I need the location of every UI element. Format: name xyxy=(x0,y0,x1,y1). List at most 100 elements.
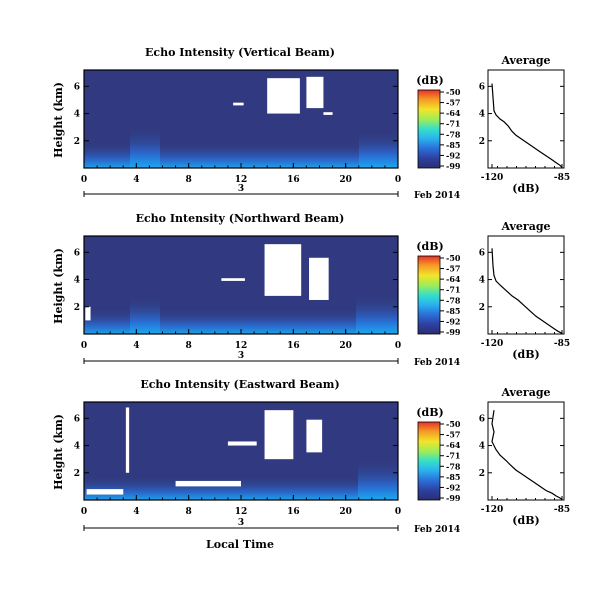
profile-y-tick-label: 2 xyxy=(479,303,485,313)
colorbar: (dB) -50-57-64-71-78-85-92-99 xyxy=(416,74,461,171)
colorbar-tick-label: -71 xyxy=(446,451,460,461)
echo-burst xyxy=(359,130,398,168)
day-label: 3 xyxy=(238,184,244,194)
profile-y-tick-label: 2 xyxy=(479,469,485,479)
profile-x-tick-label: -120 xyxy=(481,173,504,183)
profile-y-tick-label: 4 xyxy=(479,110,485,120)
profile-title: Average xyxy=(500,54,550,67)
profile-title: Average xyxy=(500,386,550,399)
profile-xlabel: (dB) xyxy=(512,182,539,195)
x-tick-label: 4 xyxy=(133,341,139,351)
x-tick-label: 12 xyxy=(235,175,248,185)
panel-vertical-beam: Echo Intensity (Vertical Beam) Height (k… xyxy=(52,46,570,201)
y-tick-label: 2 xyxy=(74,469,80,479)
colorbar-tick-label: -57 xyxy=(446,430,460,440)
profile-y-tick-label: 6 xyxy=(479,82,485,92)
colorbar-tick-label: -71 xyxy=(446,119,460,129)
x-axis: 0 4 8 12 16 20 0 xyxy=(81,495,401,517)
profile-y-tick-label: 6 xyxy=(479,414,485,424)
y-tick-label: 2 xyxy=(74,137,80,147)
colorbar-tick-label: -64 xyxy=(446,274,461,284)
y-axis-label: Height (km) xyxy=(52,248,65,324)
profile-xlabel: (dB) xyxy=(512,514,539,527)
heatmap-plot xyxy=(83,235,399,335)
x-tick-label: 0 xyxy=(395,507,401,517)
average-profile-line xyxy=(491,410,563,500)
x-tick-label: 20 xyxy=(339,175,352,185)
colorbar-tick-label: -50 xyxy=(446,253,461,263)
average-profile: Average 6 4 2 -120 -85 (dB) xyxy=(479,54,570,195)
x-tick-label: 16 xyxy=(287,175,300,185)
x-tick-label: 12 xyxy=(235,507,248,517)
no-data-region xyxy=(267,78,300,114)
y-tick-label: 2 xyxy=(74,303,80,313)
x-tick-label: 8 xyxy=(186,175,192,185)
y-axis: 6 4 2 xyxy=(74,82,398,147)
no-data-region xyxy=(323,112,333,115)
average-profile: Average 6 4 2 -120 -85 (dB) xyxy=(479,220,570,361)
colorbar-tick-label: -50 xyxy=(446,87,461,97)
no-data-region xyxy=(86,489,124,495)
y-tick-label: 6 xyxy=(74,414,80,424)
no-data-region xyxy=(221,278,245,281)
colorbar-tick-label: -85 xyxy=(446,140,460,150)
average-profile-line xyxy=(491,248,563,334)
panel-title: Echo Intensity (Vertical Beam) xyxy=(145,46,335,59)
x-tick-label: 0 xyxy=(81,507,87,517)
profile-x-tick-label: -120 xyxy=(481,339,504,349)
x-tick-label: 16 xyxy=(287,507,300,517)
x-tick-label: 8 xyxy=(186,341,192,351)
no-data-region xyxy=(85,306,91,321)
x-tick-label: 8 xyxy=(186,507,192,517)
x-tick-label: 20 xyxy=(339,341,352,351)
profile-x-tick-label: -85 xyxy=(554,173,570,183)
panel-northward-beam: Echo Intensity (Northward Beam) Height (… xyxy=(52,212,570,368)
x-tick-label: 0 xyxy=(395,341,401,351)
y-tick-label: 4 xyxy=(74,110,80,120)
colorbar-tick-label: -78 xyxy=(446,295,461,305)
x-axis: 0 4 8 12 16 20 0 xyxy=(81,163,401,185)
no-data-region xyxy=(309,257,329,300)
date-label: Feb 2014 xyxy=(414,525,460,535)
no-data-region xyxy=(227,441,257,446)
colorbar-tick-label: -85 xyxy=(446,306,460,316)
day-label: 3 xyxy=(238,351,244,361)
no-data-region xyxy=(233,102,244,106)
colorbar-tick-label: -50 xyxy=(446,419,461,429)
colorbar: (dB) -50-57-64-71-78-85-92-99 xyxy=(416,240,461,337)
no-data-region xyxy=(306,76,324,109)
date-axis: 3 Feb 2014 xyxy=(83,518,460,535)
panel-title: Echo Intensity (Eastward Beam) xyxy=(140,378,339,391)
colorbar-tick-label: -99 xyxy=(446,493,461,503)
profile-x-tick-label: -85 xyxy=(554,339,570,349)
profile-y-tick-label: 4 xyxy=(479,442,485,452)
no-data-region xyxy=(306,419,323,453)
day-label: 3 xyxy=(238,518,244,528)
colorbar-label: (dB) xyxy=(416,74,443,87)
profile-y-tick-label: 2 xyxy=(479,137,485,147)
profile-y-tick-label: 4 xyxy=(479,276,485,286)
no-data-region xyxy=(125,407,130,473)
colorbar-tick-label: -71 xyxy=(446,285,460,295)
y-tick-label: 4 xyxy=(74,276,80,286)
colorbar-tick-label: -92 xyxy=(446,150,460,160)
colorbar-tick-label: -64 xyxy=(446,440,461,450)
heatmap-plot xyxy=(83,69,399,169)
panel-title: Echo Intensity (Northward Beam) xyxy=(136,212,345,225)
colorbar-tick-label: -92 xyxy=(446,316,460,326)
colorbar-tick-label: -99 xyxy=(446,161,461,171)
colorbar-label: (dB) xyxy=(416,240,443,253)
no-data-region xyxy=(264,410,294,460)
heatmap-plot xyxy=(83,401,399,501)
colorbar-tick-label: -78 xyxy=(446,461,461,471)
profile-x-tick-label: -85 xyxy=(554,505,570,515)
average-profile-line xyxy=(491,83,563,168)
echo-burst xyxy=(130,126,160,168)
colorbar-tick-label: -99 xyxy=(446,327,461,337)
x-tick-label: 4 xyxy=(133,175,139,185)
x-tick-label: 12 xyxy=(235,341,248,351)
x-axis-label: Local Time xyxy=(206,538,274,551)
colorbar-label: (dB) xyxy=(416,406,443,419)
no-data-region xyxy=(264,244,302,296)
